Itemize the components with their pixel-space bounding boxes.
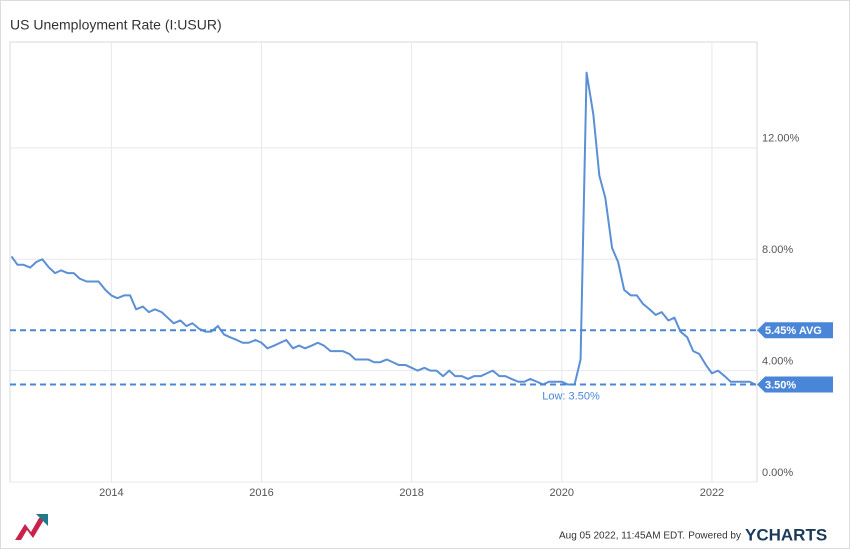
reference-label: 5.45% AVG: [765, 325, 822, 337]
powered-by: Powered by: [688, 531, 741, 542]
chart-title: US Unemployment Rate (I:USUR): [10, 17, 222, 33]
reference-label: 3.50%: [765, 379, 796, 391]
x-tick-label: 2022: [700, 487, 724, 499]
timestamp: Aug 05 2022, 11:45AM EDT.: [559, 531, 685, 542]
reference-flag: [757, 376, 833, 393]
y-tick-label: 0.00%: [762, 467, 793, 479]
y-tick-label: 8.00%: [762, 244, 793, 256]
x-tick-label: 2018: [399, 487, 423, 499]
brand[interactable]: YCHARTS: [745, 525, 827, 544]
y-tick-label: 4.00%: [762, 356, 793, 368]
line-series: [10, 71, 756, 386]
x-tick-label: 2020: [550, 487, 574, 499]
x-tick-label: 2016: [249, 487, 273, 499]
logo: [15, 514, 48, 540]
y-tick-label: 12.00%: [762, 133, 800, 145]
reference-flag: [757, 322, 833, 339]
x-tick-label: 2014: [99, 487, 123, 499]
annotation: Low: 3.50%: [542, 390, 600, 402]
